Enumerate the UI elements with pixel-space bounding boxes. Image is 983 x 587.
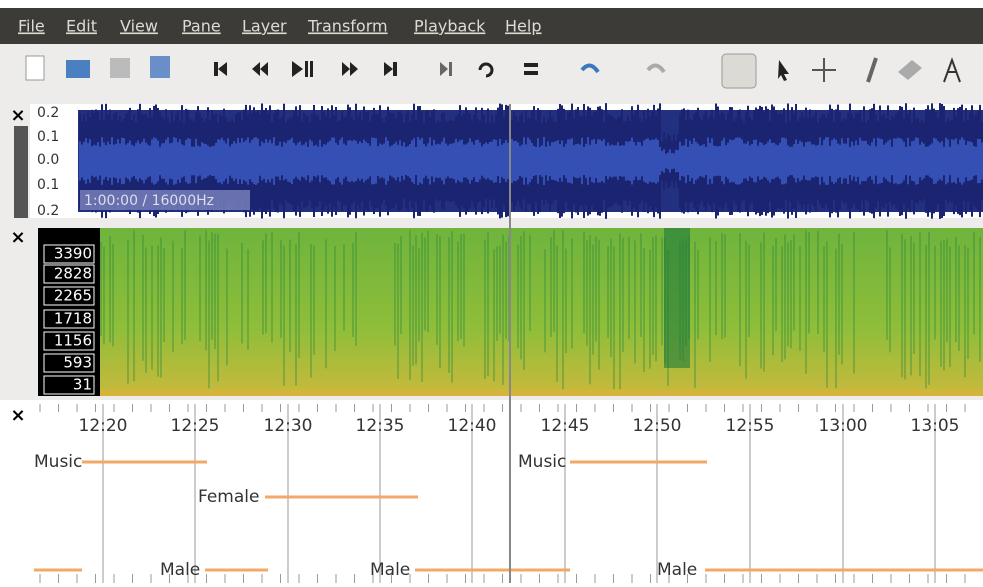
time-tick-label: 12:45	[541, 416, 590, 436]
time-tick-label: 12:40	[448, 416, 497, 436]
segment-label: Male	[657, 560, 697, 580]
spectrogram-band	[664, 228, 690, 368]
scale-label: 593	[63, 354, 92, 372]
scale-label: 31	[73, 376, 92, 394]
segment-label: Female	[198, 487, 259, 507]
spectrogram-floor	[100, 390, 983, 396]
scale-label: 0.1	[37, 177, 59, 193]
navigate-tool[interactable]	[722, 54, 756, 88]
menu-item[interactable]: File	[18, 17, 45, 36]
close-pane-button[interactable]: ×	[10, 105, 25, 126]
page: File Edit View Pane Layer Transform Playback He…	[0, 0, 983, 583]
segment-label: Male	[370, 560, 410, 580]
scale-label: 2265	[54, 287, 92, 305]
close-pane-button[interactable]: ×	[10, 405, 25, 426]
time-tick-label: 13:05	[911, 416, 960, 436]
scale-label: 0.0	[37, 152, 59, 168]
menu-item[interactable]: Help	[505, 17, 541, 36]
time-tick-label: 12:20	[79, 416, 128, 436]
time-tick-label: 13:00	[819, 416, 868, 436]
pane-indicator	[14, 126, 28, 218]
scale-label: 2828	[54, 265, 92, 283]
menu: File Edit View Pane Layer Transform Playback He…	[18, 17, 541, 36]
scale-label: 1156	[54, 332, 92, 350]
waveform-inner	[80, 137, 982, 185]
time-tick-label: 12:30	[264, 416, 313, 436]
info-label: 1:00:00 / 16000Hz	[84, 193, 214, 209]
menu-item[interactable]: Pane	[182, 17, 221, 36]
open-button[interactable]	[66, 60, 90, 78]
menu-item[interactable]: Transform	[307, 17, 388, 36]
scale-label: 3390	[54, 245, 92, 263]
scale-label: 1718	[54, 310, 92, 328]
time-tick-label: 12:50	[633, 416, 682, 436]
time-tick-label: 12:55	[726, 416, 775, 436]
segment-label: Male	[160, 560, 200, 580]
scale-label: 0.2	[37, 203, 59, 219]
export-button[interactable]	[150, 56, 170, 78]
menu-item[interactable]: Playback	[414, 17, 486, 36]
spectrogram	[100, 228, 983, 396]
segment-label: Music	[518, 452, 566, 472]
time-tick-label: 12:35	[356, 416, 405, 436]
menu-item[interactable]: View	[120, 17, 158, 36]
close-pane-button[interactable]: ×	[10, 227, 25, 248]
scale-label: 0.2	[37, 105, 59, 121]
save-button[interactable]	[110, 58, 130, 78]
scale-label: 0.1	[37, 129, 59, 145]
menu-item[interactable]: Layer	[242, 17, 287, 36]
new-button[interactable]	[26, 56, 44, 80]
segment-label: Music	[34, 452, 82, 472]
app-window: File Edit View Pane Layer Transform Playback He…	[0, 0, 983, 583]
menu-item[interactable]: Edit	[66, 17, 97, 36]
time-tick-label: 12:25	[171, 416, 220, 436]
